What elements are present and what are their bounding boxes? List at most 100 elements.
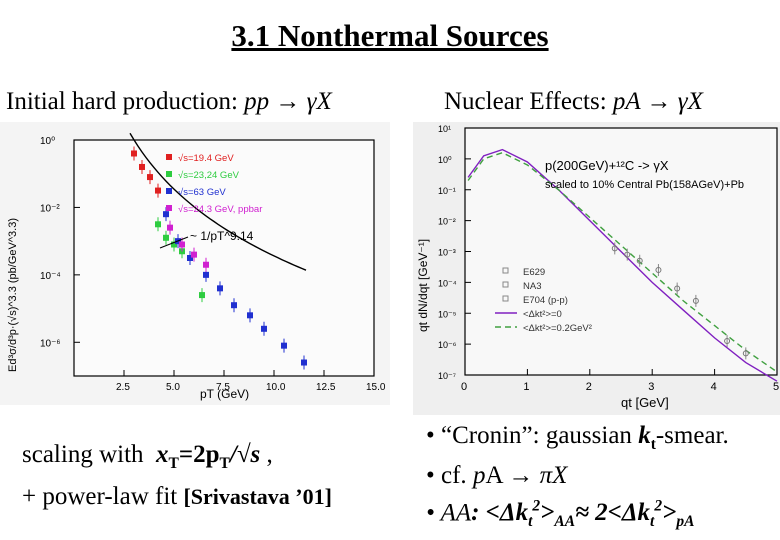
- bullet-aa-r2: >: [540, 499, 555, 527]
- caption-x-mid: =2p: [178, 441, 220, 468]
- pA-ytick-label: 10⁰: [438, 155, 452, 165]
- caption-x-var: x: [156, 441, 169, 468]
- pp-legend-entry: √s=24.3 GeV, ppbar: [178, 204, 262, 215]
- pp-ylabel: Ed³σ/d³p·(√s)^3.3 (pb/GeV^3.3): [7, 218, 19, 372]
- bullet-cronin-rest: -smear.: [655, 422, 729, 449]
- bullet-cf-pix: πX: [539, 462, 568, 489]
- pA-ytick-label: 10⁻⁷: [438, 371, 456, 381]
- bullet-cf-p: p: [472, 462, 486, 489]
- bullet-aa: • AA: <Δkt2>AA≈ 2<Δkt2>pA: [426, 491, 729, 537]
- pA-title: p(200GeV)+¹²C -> γX: [545, 158, 669, 173]
- pA-data-point: [742, 350, 749, 357]
- pA-data-point: [624, 251, 631, 258]
- bullet-aa-s1: t: [528, 513, 533, 531]
- pp-legend-marker: [166, 171, 172, 177]
- pA-ytick-label: 10⁻¹: [438, 186, 456, 196]
- pA-xtick-label: 5: [773, 381, 779, 393]
- pp-data-point: [163, 211, 169, 218]
- bullet-cronin-text: • “Cronin”: gaussian: [426, 422, 639, 449]
- pA-subtitle: scaled to 10% Central Pb(158AGeV)+Pb: [545, 179, 744, 191]
- pp-legend-marker: [166, 188, 172, 194]
- bullet-aa-label: AA: [440, 499, 472, 527]
- pA-legend-marker: [502, 295, 509, 302]
- pp-xtick-label: 2.5: [116, 382, 130, 393]
- pp-data-point: [281, 342, 287, 349]
- bullet-aa-s2: AA: [554, 513, 576, 531]
- pp-data-point: [131, 150, 137, 157]
- caption-suffix: ,: [266, 441, 273, 468]
- pp-legend-entry: √s=23,24 GeV: [178, 170, 240, 181]
- pp-data-point: [163, 234, 169, 241]
- pp-xtick-label: 7.5: [216, 382, 230, 393]
- pp-ytick-label: 10⁻⁶: [40, 338, 61, 349]
- caption-sqrt-s: /√s: [229, 441, 261, 468]
- pA-ytick-label: 10¹: [438, 124, 451, 134]
- pp-ytick-label: 10⁰: [40, 136, 55, 147]
- pA-data-point: [674, 285, 681, 292]
- pp-data-point: [191, 251, 197, 258]
- left-heading: Initial hard production: pp → γX: [6, 88, 332, 116]
- pA-gamma-plot: 0 1 2 3 4 5 10¹ 10⁰ 10⁻¹ 10⁻² 10⁻³ 10⁻⁴ 10⁻⁵ 10⁻⁶ 10⁻…: [413, 122, 780, 415]
- pA-xtick-label: 4: [711, 381, 717, 393]
- pp-data-point: [203, 261, 209, 268]
- pp-xtick-label: 12.5: [316, 382, 336, 393]
- pp-data-point: [231, 302, 237, 309]
- bullet-cronin-sub: t: [650, 436, 656, 453]
- pA-data-point: [611, 245, 618, 252]
- caption-line-2: + power-law fit [Srivastava ’01]: [22, 480, 332, 513]
- pA-legend-entry: E704 (p-p): [523, 295, 568, 306]
- pp-legend-marker: [166, 154, 172, 160]
- bullet-aa-dot: •: [426, 499, 441, 527]
- pp-ytick-label: 10⁻²: [40, 203, 60, 214]
- pA-legend-entry: <Δkt²>=0.2GeV²: [523, 323, 592, 334]
- pp-data-point: [301, 359, 307, 366]
- pp-fit-curve: [129, 132, 307, 271]
- pp-gamma-svg: 2.5 5.0 7.5 10.0 12.5 15.0 10⁰ 10⁻² 10⁻⁴ 10⁻⁶ √s…: [7, 132, 386, 401]
- pA-xtick-label: 2: [586, 381, 592, 393]
- pp-xtick-label: 15.0: [366, 382, 386, 393]
- pA-legend-marker: [502, 281, 509, 288]
- slide-title: 3.1 Nonthermal Sources: [231, 18, 549, 53]
- right-heading: Nuclear Effects: pA → γX: [444, 88, 703, 116]
- bullet-aa-r1: : <Δk: [471, 499, 529, 527]
- pp-data-point: [167, 224, 173, 231]
- bullet-aa-s3: t: [650, 513, 655, 531]
- bullet-cf: • cf. pA → πX: [426, 460, 729, 491]
- pA-xtick-label: 0: [461, 381, 467, 393]
- pA-ytick-label: 10⁻³: [438, 248, 456, 258]
- pp-ytick-label: 10⁻⁴: [40, 271, 61, 282]
- pp-data-point: [179, 241, 185, 248]
- bullet-aa-p1: 2: [532, 498, 541, 515]
- bullet-cf-mid: A →: [485, 462, 540, 489]
- pp-annotation-arrow: [159, 236, 189, 249]
- pA-gamma-svg: 0 1 2 3 4 5 10¹ 10⁰ 10⁻¹ 10⁻² 10⁻³ 10⁻⁴ 10⁻⁵ 10⁻⁶ 10⁻…: [416, 124, 779, 410]
- caption-fit: + power-law fit: [22, 483, 178, 510]
- pA-curve-no-smear: [467, 148, 778, 382]
- pA-ytick-label: 10⁻⁴: [438, 278, 457, 288]
- pp-data-point: [203, 271, 209, 278]
- pp-data-point: [247, 312, 253, 319]
- bullet-aa-p3: 2: [654, 498, 663, 515]
- pp-gamma-plot: 2.5 5.0 7.5 10.0 12.5 15.0 10⁰ 10⁻² 10⁻⁴ 10⁻⁶ √s…: [0, 122, 390, 405]
- pA-ylabel: qt dN/dqt [GeV⁻¹]: [416, 239, 430, 332]
- pp-data-point: [155, 221, 161, 228]
- pp-xlabel: pT (GeV): [200, 387, 249, 401]
- pA-legend-entry: <Δkt²>=0: [523, 309, 562, 320]
- pA-data-point: [636, 257, 643, 264]
- pp-xtick-label: 5.0: [166, 382, 180, 393]
- pA-legend-marker: [502, 267, 509, 274]
- bullet-cronin: • “Cronin”: gaussian kt-smear.: [426, 420, 729, 460]
- pp-data-point: [261, 325, 267, 332]
- left-heading-label: Initial hard production:: [6, 88, 238, 115]
- bullet-aa-r4: >: [662, 499, 677, 527]
- caption-line-1: scaling with xT=2pT/√s ,: [22, 438, 332, 480]
- caption-prefix: scaling with: [22, 441, 144, 468]
- pA-legend-entry: NA3: [523, 281, 541, 292]
- pp-data-point: [139, 163, 145, 170]
- pp-xtick-label: 10.0: [266, 382, 286, 393]
- pp-data-point: [171, 241, 177, 248]
- bullet-aa-r3: ≈ 2<Δk: [575, 499, 650, 527]
- pA-xtick-label: 3: [648, 381, 654, 393]
- caption-p-sub: T: [219, 455, 230, 472]
- right-heading-reaction: pA → γX: [612, 88, 703, 115]
